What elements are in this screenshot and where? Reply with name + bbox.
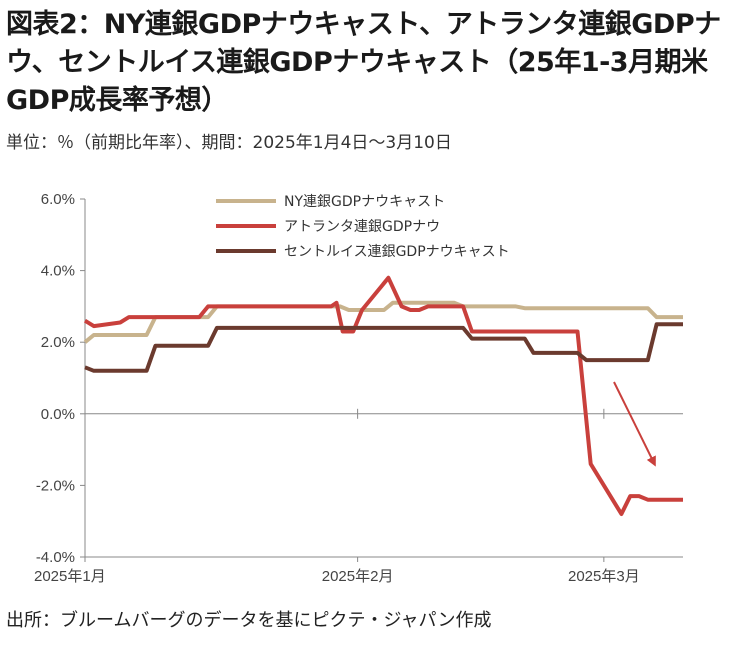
y-tick-label: 4.0% — [41, 263, 75, 280]
legend-label-2: アトランタ連銀GDPナウ — [284, 219, 440, 235]
source-note: 出所：ブルームバーグのデータを基にピクテ・ジャパン作成 — [6, 610, 492, 631]
page-title: 図表2：NY連銀GDPナウキャスト、アトランタ連銀GDPナウ、セントルイス連銀G… — [6, 9, 721, 116]
y-tick-label: 6.0% — [41, 191, 75, 208]
y-tick-label: 2.0% — [41, 334, 75, 351]
x-tick-label: 2025年2月 — [322, 568, 394, 585]
y-tick-label: -2.0% — [36, 477, 75, 494]
series-line-1 — [83, 300, 683, 344]
legend-label-3: セントルイス連銀GDPナウキャスト — [284, 244, 510, 260]
legend-label-1: NY連銀GDPナウキャスト — [284, 194, 445, 210]
series-line-2 — [83, 275, 683, 516]
line-chart: NY連銀GDPナウキャストアトランタ連銀GDPナウセントルイス連銀GDPナウキャ… — [34, 191, 683, 585]
series-lines — [83, 275, 683, 516]
series-line-3 — [84, 322, 683, 373]
y-tick-label: 0.0% — [41, 406, 75, 423]
x-tick-label: 2025年1月 — [34, 568, 106, 585]
chart-subtitle: 単位：％（前期比年率）、期間：2025年1月4日～3月10日 — [6, 133, 452, 153]
legend: NY連銀GDPナウキャストアトランタ連銀GDPナウセントルイス連銀GDPナウキャ… — [216, 194, 510, 260]
x-tick-label: 2025年3月 — [568, 568, 640, 585]
y-tick-label: -4.0% — [36, 549, 75, 566]
down-arrow-icon — [613, 381, 656, 467]
axes: 6.0% 4.0% 2.0% 0.0% -2.0% -4.0% 2025年1月 2025年2月… — [34, 191, 683, 585]
trend-arrow-annotation — [613, 381, 656, 467]
